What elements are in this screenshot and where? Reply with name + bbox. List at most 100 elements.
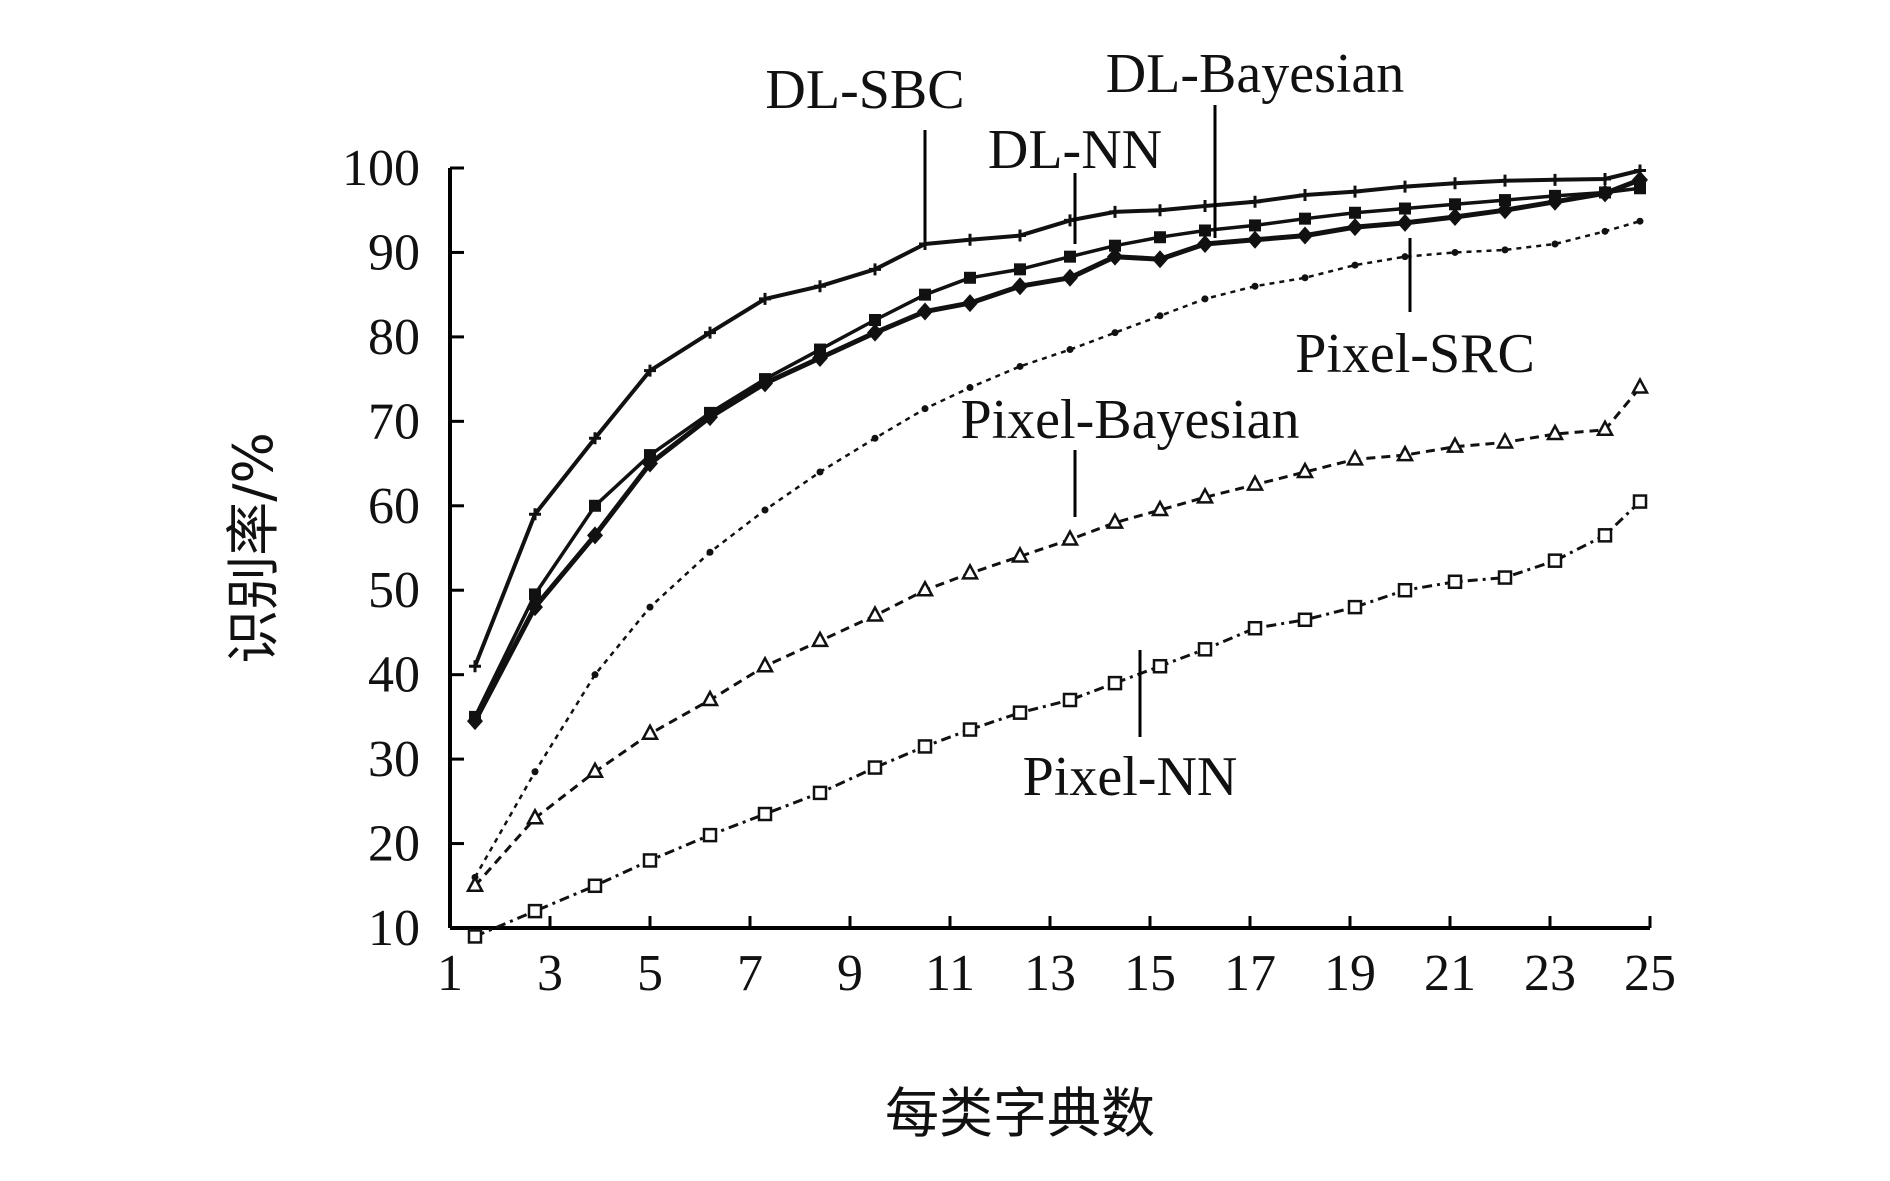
data-point — [1347, 599, 1363, 615]
x-tick-label: 17 — [1224, 945, 1276, 1002]
x-tick-label: 13 — [1024, 945, 1076, 1002]
y-ticks: 10 20 30 40 50 60 70 80 90 100 — [342, 140, 464, 957]
data-point — [962, 294, 978, 313]
data-point — [1199, 224, 1211, 237]
y-tick-label: 60 — [368, 478, 420, 535]
x-tick-label: 1 — [437, 945, 463, 1002]
data-point — [1201, 295, 1209, 303]
data-point — [1349, 206, 1361, 219]
y-tick-label: 10 — [368, 900, 420, 957]
data-point — [1499, 174, 1511, 187]
y-tick-label: 80 — [368, 309, 420, 366]
series-label: Pixel-NN — [1023, 746, 1238, 808]
data-point — [1152, 250, 1168, 269]
data-point — [962, 722, 978, 737]
data-point — [1397, 582, 1413, 598]
data-point — [917, 739, 933, 754]
data-point — [1397, 213, 1413, 232]
data-point — [915, 579, 935, 597]
data-point — [640, 723, 660, 741]
data-point — [706, 548, 714, 556]
data-point — [1445, 436, 1465, 453]
data-point — [1495, 431, 1515, 449]
data-point — [1105, 512, 1125, 529]
y-axis-title: 识别率/% — [222, 432, 285, 664]
y-tick-label: 50 — [368, 562, 420, 619]
x-tick-label: 3 — [537, 945, 563, 1002]
data-point — [1154, 204, 1166, 217]
x-tick-label: 21 — [1424, 945, 1476, 1002]
data-point — [1551, 240, 1559, 248]
data-point — [1247, 230, 1263, 249]
data-point — [1066, 346, 1074, 354]
data-point — [1251, 282, 1259, 290]
data-point — [1297, 226, 1313, 245]
data-point — [1299, 189, 1311, 202]
data-point — [465, 875, 485, 893]
series-annotations: DL-SBC DL-NN DL-Bayesian Pixel-SRCPixel-Bay… — [765, 43, 1534, 808]
data-point — [810, 630, 830, 648]
data-point — [1401, 253, 1409, 261]
data-point — [1301, 274, 1309, 282]
data-point — [644, 364, 656, 377]
data-point — [964, 271, 976, 284]
data-point — [1599, 172, 1611, 185]
data-point — [1395, 444, 1415, 462]
series-line — [473, 186, 1641, 718]
data-point — [1016, 362, 1024, 370]
data-point — [642, 853, 658, 868]
y-tick-label: 30 — [368, 731, 420, 788]
data-point — [869, 263, 881, 276]
series-pixel-bayesian — [465, 376, 1650, 893]
series-lines — [465, 164, 1650, 944]
data-point — [757, 374, 773, 393]
data-point — [1062, 692, 1078, 708]
data-point — [589, 432, 601, 445]
data-point — [1014, 229, 1026, 242]
data-point — [1245, 474, 1265, 491]
data-point — [587, 526, 603, 545]
data-point — [1351, 261, 1359, 269]
data-point — [1349, 185, 1361, 198]
data-point — [1010, 545, 1030, 563]
series-label: DL-SBC — [765, 59, 964, 121]
series-label: Pixel-Bayesian — [960, 389, 1299, 451]
data-point — [1299, 212, 1311, 225]
series-line — [472, 177, 1641, 723]
data-point — [1549, 173, 1561, 186]
data-point — [702, 827, 718, 843]
data-point — [1247, 620, 1263, 636]
data-point — [816, 468, 824, 476]
data-point — [1449, 198, 1461, 211]
data-point — [467, 712, 483, 731]
data-point — [1497, 570, 1513, 585]
data-point — [761, 506, 769, 514]
data-point — [585, 761, 605, 779]
data-point — [1399, 180, 1411, 193]
series-label: DL-Bayesian — [1106, 43, 1405, 105]
data-point — [867, 760, 883, 775]
data-point — [1199, 200, 1211, 212]
data-point — [1601, 227, 1609, 235]
data-point — [867, 323, 883, 342]
series-line — [474, 500, 1642, 938]
data-point — [704, 326, 716, 339]
x-ticks: 1 3 5 7 9 11 13 15 17 19 21 23 25 — [437, 916, 1676, 1002]
data-point — [1111, 329, 1119, 337]
data-point — [1632, 494, 1648, 509]
data-point — [1632, 170, 1648, 189]
data-point — [757, 806, 773, 822]
data-point — [1012, 277, 1028, 296]
data-point — [469, 660, 481, 673]
data-point — [1447, 574, 1463, 590]
data-point — [589, 499, 601, 512]
data-point — [917, 302, 933, 321]
data-point — [1499, 194, 1511, 207]
data-point — [1597, 528, 1613, 543]
series-dl-bayesian — [467, 170, 1648, 731]
x-tick-label: 9 — [837, 945, 863, 1002]
data-point — [1150, 499, 1170, 517]
data-point — [1295, 461, 1315, 479]
data-point — [1197, 235, 1213, 253]
